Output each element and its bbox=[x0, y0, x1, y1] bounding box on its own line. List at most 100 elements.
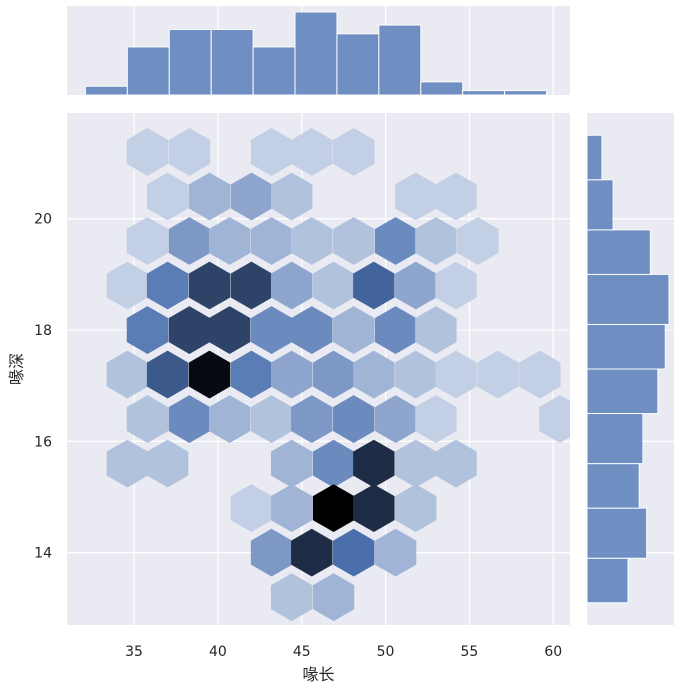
hexbin-cell bbox=[250, 217, 293, 265]
hexbin-cell bbox=[208, 395, 251, 443]
top-histogram-bar bbox=[336, 33, 380, 96]
hexbin-cell bbox=[146, 261, 189, 310]
hexbin-cell bbox=[395, 484, 437, 533]
right-histogram-bar bbox=[586, 323, 666, 370]
hexbin-cell bbox=[312, 439, 355, 488]
x-tick-label: 45 bbox=[293, 644, 311, 660]
right-marginal-histogram bbox=[586, 113, 674, 625]
top-histogram-bar bbox=[294, 11, 338, 96]
hexbin-cell bbox=[415, 306, 457, 354]
hexbin-cell bbox=[353, 439, 395, 488]
top-histogram-bar bbox=[462, 90, 506, 96]
hexbin-cell bbox=[188, 261, 231, 310]
hexbin-cell bbox=[435, 172, 477, 221]
right-histogram-bar bbox=[586, 413, 644, 465]
hexbin-cell bbox=[270, 573, 313, 622]
x-tick-labels: 35 40 45 50 55 60 bbox=[125, 644, 562, 660]
hexbin-cell bbox=[250, 395, 293, 443]
hexbin-cell bbox=[106, 261, 149, 310]
right-histogram-bar bbox=[586, 557, 629, 604]
hexbin-cell bbox=[230, 350, 273, 399]
hexbin-cell bbox=[126, 306, 169, 354]
right-histogram-bar bbox=[586, 463, 640, 509]
hexbin-cell bbox=[333, 528, 375, 577]
hexbin-cell bbox=[230, 172, 273, 221]
top-histogram-bar bbox=[420, 81, 464, 96]
x-tick-label: 60 bbox=[544, 644, 562, 660]
hexbin-cell bbox=[374, 395, 417, 443]
y-tick-label: 14 bbox=[34, 546, 52, 562]
hexbin-cell bbox=[270, 172, 313, 221]
hexbin-cell bbox=[208, 306, 251, 354]
y-tick-label: 18 bbox=[34, 323, 52, 339]
hexbin-cell bbox=[188, 350, 231, 399]
hexbin-cell bbox=[353, 261, 395, 310]
right-histogram-bar bbox=[586, 179, 614, 231]
x-tick-label: 50 bbox=[377, 644, 395, 660]
right-histogram-bar bbox=[586, 368, 659, 415]
hexbin-cell bbox=[106, 350, 149, 399]
right-histogram-bar bbox=[586, 229, 651, 275]
top-histogram-bar bbox=[168, 28, 212, 96]
top-histogram-bar bbox=[126, 46, 170, 96]
hexbin-cell bbox=[395, 172, 437, 221]
hexbin-cell bbox=[270, 350, 313, 399]
hexbin-cell bbox=[126, 217, 169, 265]
right-histogram-bars bbox=[586, 134, 670, 604]
hexbin-cell bbox=[435, 261, 477, 310]
right-histogram-bar bbox=[586, 507, 648, 559]
right-histogram-bar bbox=[586, 134, 603, 181]
top-histogram-bar bbox=[84, 85, 128, 96]
hexbin-cell bbox=[168, 217, 211, 265]
hexbin-cell bbox=[353, 484, 395, 533]
top-histogram-bar bbox=[504, 90, 548, 96]
y-tick-label: 20 bbox=[34, 212, 52, 228]
hexbin-cell bbox=[539, 395, 570, 443]
hexbin-cell bbox=[415, 217, 457, 265]
hexbin-cell bbox=[146, 172, 189, 221]
hexbin-cell bbox=[477, 350, 519, 399]
hexbin-cell bbox=[333, 128, 375, 176]
x-tick-label: 35 bbox=[125, 644, 143, 660]
hexbin-cell bbox=[395, 439, 437, 488]
hexbin-cell bbox=[250, 528, 293, 577]
hexbin-cell bbox=[435, 439, 477, 488]
x-tick-label: 55 bbox=[460, 644, 478, 660]
x-tick-label: 40 bbox=[209, 644, 227, 660]
top-histogram-bar bbox=[210, 28, 254, 96]
hexbin-cell bbox=[353, 350, 395, 399]
hexbin-cell bbox=[230, 261, 273, 310]
hexbin-panel bbox=[67, 113, 570, 625]
y-tick-labels: 14 16 18 20 bbox=[34, 212, 52, 562]
hexbin-cell bbox=[519, 350, 561, 399]
top-marginal-histogram bbox=[67, 6, 570, 96]
hexbin-cell bbox=[291, 528, 333, 577]
hexbin-cell bbox=[374, 528, 417, 577]
hexbin-cell bbox=[291, 395, 333, 443]
hexbin-cell bbox=[374, 306, 417, 354]
hexbin-cell bbox=[312, 350, 355, 399]
hexbin-cell bbox=[188, 172, 231, 221]
hexbin-cell bbox=[270, 484, 313, 533]
hexbin-cell bbox=[395, 350, 437, 399]
hexbin-cell bbox=[333, 395, 375, 443]
hexbin-cell bbox=[415, 395, 457, 443]
top-histogram-bars bbox=[84, 11, 548, 96]
hexbin-cell bbox=[250, 128, 293, 176]
hexbin-cell bbox=[270, 439, 313, 488]
top-histogram-bar bbox=[252, 46, 296, 96]
x-axis-label: 喙长 bbox=[302, 665, 334, 684]
hexbin-cell bbox=[291, 306, 333, 354]
hexbin-cell bbox=[333, 306, 375, 354]
hexbin-cell bbox=[168, 306, 211, 354]
hexbin-cell bbox=[457, 217, 499, 265]
hexbin-cell bbox=[126, 395, 169, 443]
hexbin-cell bbox=[374, 217, 417, 265]
hexbin-cell bbox=[333, 217, 375, 265]
hexbin-cells bbox=[106, 128, 570, 622]
hexbin-cell bbox=[106, 439, 149, 488]
hexbin-cell bbox=[312, 573, 355, 622]
hexbin-cell bbox=[230, 484, 273, 533]
right-histogram-bar bbox=[586, 273, 670, 325]
